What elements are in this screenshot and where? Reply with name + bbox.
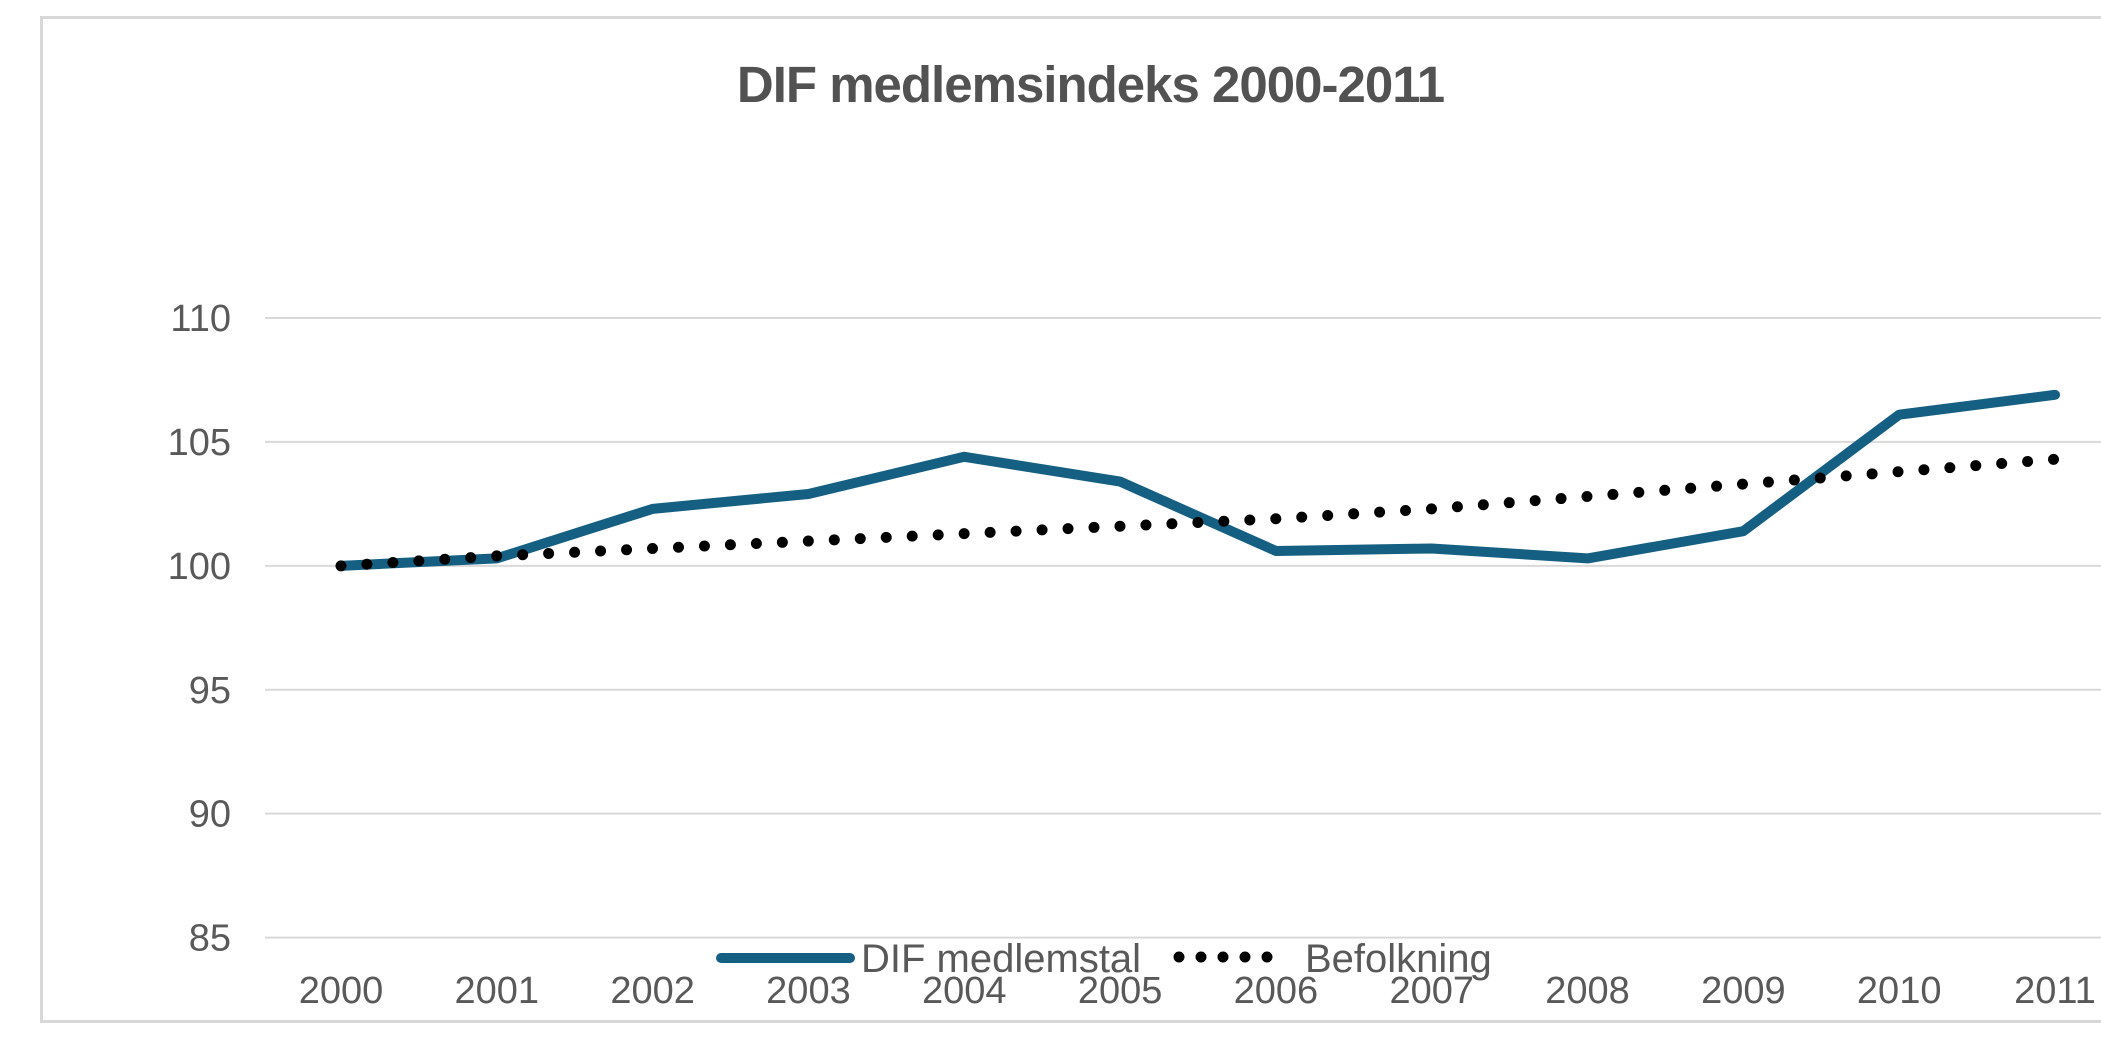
series-line-dif-medlemstal (336, 389, 2061, 571)
y-tick-label-95: 95 (189, 670, 231, 712)
x-tick-label-2010: 2010 (1857, 970, 1942, 1012)
chart-plot-area: 85 90 95 100 105 110 2000 2001 2002 2003 2004 2005… (168, 298, 2101, 1012)
x-tick-label-2008: 2008 (1545, 970, 1630, 1012)
x-tick-label-2004: 2004 (922, 970, 1007, 1012)
chart-title: DIF medlemsindeks 2000-2011 (736, 56, 1445, 113)
x-tick-label-2002: 2002 (610, 970, 695, 1012)
legend-label-befolkning: Befolkning (1305, 937, 1492, 981)
x-tick-label-2006: 2006 (1234, 970, 1319, 1012)
x-tick-label-2003: 2003 (766, 970, 851, 1012)
legend-label-dif-medlemstal: DIF medlemstal (861, 937, 1141, 981)
x-tick-label-2009: 2009 (1701, 970, 1786, 1012)
x-tick-label-2000: 2000 (299, 970, 384, 1012)
x-tick-label-2005: 2005 (1078, 970, 1163, 1012)
chart: DIF medlemsindeks 2000-2011 85 90 95 100 105… (40, 16, 2101, 1023)
x-axis-tick-labels: 2000 2001 2002 2003 2004 2005 2006 2007 2008 2009… (299, 970, 2096, 1012)
y-tick-label-105: 105 (168, 422, 231, 464)
y-axis-tick-labels: 85 90 95 100 105 110 (168, 298, 231, 960)
legend: DIF medlemstal Befolkning (716, 937, 1492, 981)
x-tick-label-2007: 2007 (1389, 970, 1474, 1012)
series-line-befolkning (335, 453, 2061, 572)
gridlines (265, 317, 2101, 939)
y-tick-label-100: 100 (168, 546, 231, 588)
y-tick-label-110: 110 (170, 298, 231, 340)
series-lines (335, 389, 2061, 572)
y-tick-label-90: 90 (189, 794, 231, 836)
x-tick-label-2011: 2011 (2014, 970, 2096, 1012)
y-tick-label-85: 85 (189, 918, 231, 960)
x-tick-label-2001: 2001 (455, 970, 540, 1012)
